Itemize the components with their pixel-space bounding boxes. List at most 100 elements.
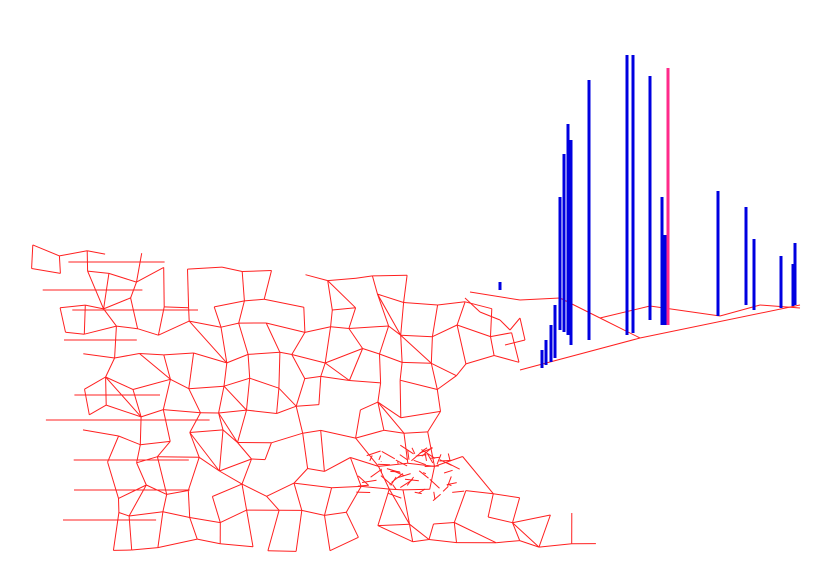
road bbox=[244, 298, 265, 302]
road bbox=[512, 522, 521, 541]
road bbox=[469, 291, 521, 301]
road bbox=[355, 437, 379, 467]
road bbox=[164, 306, 189, 309]
road bbox=[413, 459, 426, 466]
road bbox=[421, 446, 433, 457]
road bbox=[433, 491, 436, 500]
road bbox=[114, 326, 117, 359]
road bbox=[187, 266, 223, 270]
road bbox=[377, 463, 391, 466]
road bbox=[162, 409, 171, 442]
road bbox=[422, 447, 428, 452]
road bbox=[84, 376, 106, 390]
road bbox=[157, 511, 164, 548]
road bbox=[433, 522, 455, 525]
road bbox=[400, 335, 403, 363]
road bbox=[219, 458, 252, 472]
road bbox=[107, 461, 119, 499]
road bbox=[378, 455, 382, 461]
road bbox=[428, 523, 434, 540]
road bbox=[512, 497, 521, 523]
road bbox=[187, 457, 200, 491]
road bbox=[387, 492, 402, 499]
road bbox=[345, 486, 362, 513]
road bbox=[266, 495, 280, 511]
road bbox=[189, 517, 198, 540]
road bbox=[330, 326, 349, 329]
road bbox=[291, 354, 306, 379]
road bbox=[509, 317, 521, 331]
road bbox=[327, 280, 356, 309]
road bbox=[439, 459, 452, 466]
road bbox=[403, 433, 409, 464]
road bbox=[369, 455, 373, 462]
road bbox=[432, 324, 458, 338]
road bbox=[302, 429, 321, 434]
road bbox=[189, 517, 221, 524]
road bbox=[248, 351, 280, 355]
road bbox=[85, 304, 104, 310]
road bbox=[412, 539, 430, 543]
road bbox=[106, 404, 142, 418]
road bbox=[301, 509, 325, 516]
road bbox=[397, 461, 399, 464]
road bbox=[456, 301, 466, 326]
road bbox=[114, 353, 140, 359]
road bbox=[293, 468, 308, 484]
road bbox=[418, 470, 429, 479]
road bbox=[89, 404, 107, 416]
road bbox=[219, 470, 243, 485]
road bbox=[197, 538, 221, 545]
road bbox=[403, 431, 428, 434]
road bbox=[136, 253, 143, 283]
road bbox=[276, 388, 280, 414]
road bbox=[220, 327, 228, 363]
road bbox=[246, 510, 254, 547]
road bbox=[427, 453, 434, 464]
road bbox=[429, 479, 440, 489]
road bbox=[222, 429, 238, 443]
road bbox=[188, 385, 225, 390]
road bbox=[187, 269, 190, 308]
road bbox=[278, 387, 297, 407]
road bbox=[348, 328, 364, 349]
road bbox=[132, 378, 171, 390]
road bbox=[220, 543, 254, 548]
road bbox=[60, 304, 86, 309]
road bbox=[430, 336, 433, 364]
road bbox=[465, 355, 495, 365]
road bbox=[324, 511, 347, 516]
road bbox=[403, 302, 438, 306]
road bbox=[189, 412, 201, 433]
road bbox=[241, 484, 248, 511]
road bbox=[377, 293, 390, 327]
road bbox=[427, 431, 435, 467]
road bbox=[265, 322, 281, 353]
road bbox=[218, 412, 238, 443]
road bbox=[267, 550, 297, 552]
road bbox=[402, 489, 410, 525]
road bbox=[490, 336, 495, 356]
road bbox=[407, 450, 410, 460]
road bbox=[266, 482, 295, 497]
road bbox=[249, 377, 280, 389]
road bbox=[59, 307, 66, 333]
road bbox=[377, 525, 413, 543]
road bbox=[519, 317, 526, 341]
road bbox=[377, 401, 405, 434]
road bbox=[434, 456, 463, 467]
road bbox=[198, 456, 220, 472]
road bbox=[464, 301, 492, 310]
road bbox=[223, 385, 247, 411]
road bbox=[479, 311, 501, 321]
road bbox=[430, 363, 438, 390]
road bbox=[414, 491, 422, 495]
road bbox=[464, 297, 481, 313]
road bbox=[366, 450, 381, 457]
road bbox=[487, 493, 494, 518]
road bbox=[436, 389, 441, 412]
road bbox=[105, 376, 134, 390]
road bbox=[362, 348, 380, 355]
road bbox=[241, 483, 267, 497]
road bbox=[162, 379, 171, 410]
